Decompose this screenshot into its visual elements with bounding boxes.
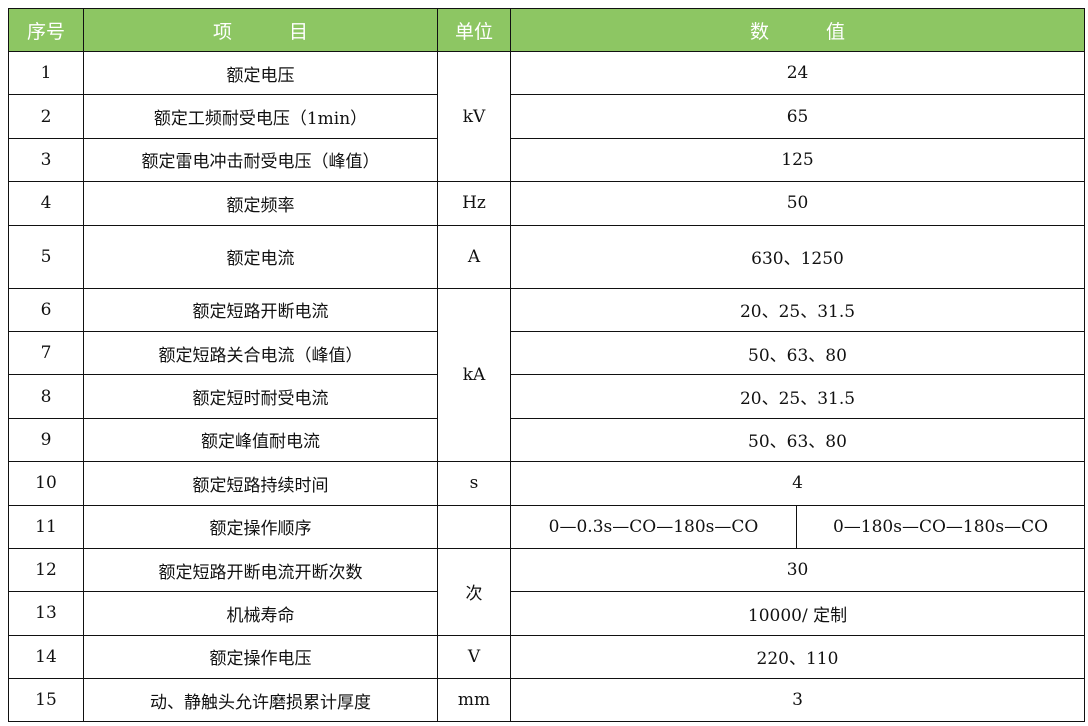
table-row: 2 额定工频耐受电压（1min） 65 — [8, 94, 1086, 139]
row-unit — [437, 504, 511, 549]
row-item: 额定雷电冲击耐受电压（峰值） — [83, 137, 438, 183]
header-unit: 单位 — [437, 8, 511, 52]
row-value: 3 — [509, 678, 1086, 723]
table-row: 13 机械寿命 10000/ 定制 — [8, 591, 1086, 636]
row-value: 30 — [509, 547, 1086, 593]
row-item: 额定峰值耐电流 — [83, 417, 438, 463]
row-item: 额定工频耐受电压（1min） — [83, 94, 438, 139]
row-item: 额定操作顺序 — [83, 504, 438, 549]
row-number: 9 — [8, 417, 84, 463]
table-row: 9 额定峰值耐电流 50、63、80 — [8, 417, 1086, 463]
row-number: 7 — [8, 330, 84, 376]
row-item: 额定短路关合电流（峰值） — [83, 330, 438, 376]
row-item: 额定短路开断电流开断次数 — [83, 547, 438, 593]
row-item: 额定频率 — [83, 181, 438, 226]
header-no: 序号 — [8, 8, 84, 52]
table-row: 5 额定电流 A 630、1250 — [8, 224, 1086, 289]
row-unit: A — [437, 224, 511, 289]
row-item: 额定短路持续时间 — [83, 461, 438, 506]
row-item: 额定操作电压 — [83, 634, 438, 680]
row-number: 8 — [8, 374, 84, 419]
row-unit: V — [437, 634, 511, 680]
row-number: 2 — [8, 94, 84, 139]
row-item: 额定短时耐受电流 — [83, 374, 438, 419]
row-value: 0—0.3s—CO—180s—CO — [510, 504, 797, 549]
table-row: 11 额定操作顺序 0—0.3s—CO—180s—CO 0—180s—CO—180s—… — [8, 504, 1086, 549]
row-number: 4 — [8, 181, 84, 226]
row-item: 动、静触头允许磨损累计厚度 — [83, 678, 438, 723]
row-value: 630、1250 — [509, 224, 1086, 289]
row-item: 额定电流 — [83, 224, 438, 289]
row-unit: kA — [437, 287, 511, 463]
row-unit: Hz — [437, 181, 511, 226]
row-value: 4 — [509, 461, 1086, 506]
table-row: 14 额定操作电压 V 220、110 — [8, 634, 1086, 680]
table-row: 15 动、静触头允许磨损累计厚度 mm 3 — [8, 678, 1086, 723]
table-row: 7 额定短路关合电流（峰值） 50、63、80 — [8, 330, 1086, 376]
row-value: 65 — [509, 94, 1086, 139]
row-number: 10 — [8, 461, 84, 506]
row-value: 24 — [509, 50, 1086, 96]
row-unit: s — [437, 461, 511, 506]
row-item: 机械寿命 — [83, 591, 438, 636]
table-row: 10 额定短路持续时间 s 4 — [8, 461, 1086, 506]
row-value: 20、25、31.5 — [509, 287, 1086, 332]
row-item: 额定短路开断电流 — [83, 287, 438, 332]
row-number: 3 — [8, 137, 84, 183]
header-row: 序号 项 目 单位 数 值 — [8, 8, 1086, 52]
table-row: 1 额定电压 kV 24 — [8, 50, 1086, 183]
row-number: 11 — [8, 504, 84, 549]
row-value: 50、63、80 — [509, 417, 1086, 463]
row-number: 14 — [8, 634, 84, 680]
row-number: 6 — [8, 287, 84, 332]
header-value: 数 值 — [509, 8, 1086, 52]
row-value: 50 — [509, 181, 1086, 226]
row-value: 10000/ 定制 — [509, 591, 1086, 636]
row-value: 20、25、31.5 — [509, 374, 1086, 419]
row-value: 50、63、80 — [509, 330, 1086, 376]
spec-table: 序号 项 目 单位 数 值 1 额定电压 kV 24 2 额定工频耐受电压（1min） 65… — [8, 8, 1086, 723]
table-row: 6 额定短路开断电流 kA 20、25、31.5 — [8, 287, 1086, 463]
table-row: 3 额定雷电冲击耐受电压（峰值） 125 — [8, 137, 1086, 183]
header-item: 项 目 — [83, 8, 438, 52]
row-item: 额定电压 — [83, 50, 438, 96]
row-number: 12 — [8, 547, 84, 593]
row-number: 5 — [8, 224, 84, 289]
row-unit: 次 — [437, 547, 511, 636]
row-value: 220、110 — [509, 634, 1086, 680]
row-value: 125 — [509, 137, 1086, 183]
table-row: 4 额定频率 Hz 50 — [8, 181, 1086, 226]
row-unit: kV — [437, 50, 511, 183]
row-number: 1 — [8, 50, 84, 96]
row-value: 0—180s—CO—180s—CO — [795, 504, 1086, 549]
table-row: 12 额定短路开断电流开断次数次 30 — [8, 547, 1086, 636]
row-unit: mm — [437, 678, 511, 723]
table-row: 8 额定短时耐受电流 20、25、31.5 — [8, 374, 1086, 419]
row-number: 13 — [8, 591, 84, 636]
row-number: 15 — [8, 678, 84, 723]
